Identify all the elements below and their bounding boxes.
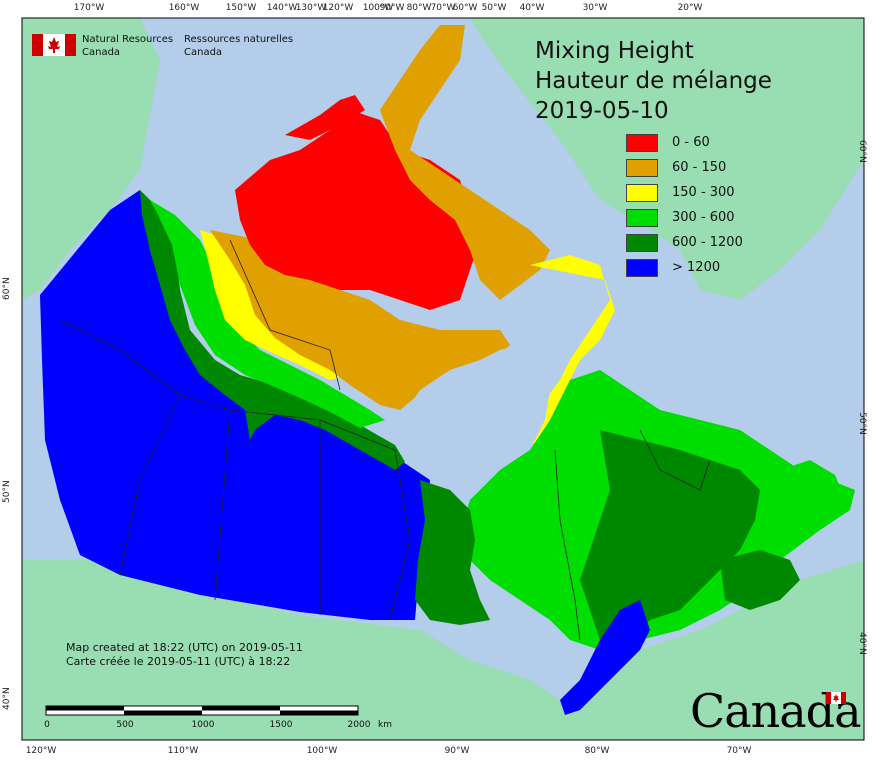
tick-top-150w: 150°W	[225, 3, 257, 13]
tick-bottom-100w: 100°W	[306, 746, 338, 756]
title-date: 2019-05-10	[535, 98, 669, 124]
tick-bottom-80w: 80°W	[584, 746, 610, 756]
tick-top-90w: 90°W	[379, 3, 405, 13]
tick-left-60n: 60°N	[2, 277, 12, 300]
scale-label-0: 0	[44, 720, 50, 730]
map-border	[21, 17, 865, 741]
tick-top-60w: 60°W	[452, 3, 478, 13]
agency-en-line1: Natural Resources	[82, 34, 174, 45]
region-300-600-west-band	[150, 200, 385, 428]
tick-top-140w: 140°W	[266, 3, 298, 13]
tick-bottom-120w: 120°W	[25, 746, 57, 756]
region-60-150-baffin	[380, 25, 550, 300]
tick-top-70w: 70°W	[430, 3, 456, 13]
region-gt1200-southern-ontario	[560, 600, 650, 715]
map-credit: Map created at 18:22 (UTC) on 2019-05-11…	[66, 641, 303, 669]
tick-right-40n: 40°N	[857, 632, 867, 655]
legend-label: 60 - 150	[672, 160, 727, 175]
tick-top-30w: 30°W	[582, 3, 608, 13]
scale-label-500: 500	[116, 720, 134, 730]
canada-flag-icon	[32, 34, 76, 56]
legend-swatch	[626, 259, 658, 277]
tick-left-50n: 50°N	[2, 480, 12, 503]
tick-top-50w: 50°W	[481, 3, 507, 13]
scale-bar-graphic	[45, 705, 359, 716]
tick-right-50n: 50°N	[857, 412, 867, 435]
legend-swatch	[626, 159, 658, 177]
great-lakes	[475, 630, 555, 670]
scale-bar: 0 500 1000 1500 2000 km	[44, 705, 392, 735]
legend-label: 300 - 600	[672, 210, 735, 225]
map-title: Mixing Height Hauteur de mélange 2019-05…	[535, 36, 772, 126]
legend-label: 0 - 60	[672, 135, 710, 150]
credit-fr: Carte créée le 2019-05-11 (UTC) à 18:22	[66, 655, 291, 668]
legend-label: > 1200	[672, 260, 721, 275]
tick-top-130w: 130°W	[295, 3, 327, 13]
tick-top-40w: 40°W	[519, 3, 545, 13]
agency-name-fr: Ressources naturelles Canada	[184, 33, 293, 59]
region-600-1200-maritimes	[720, 550, 800, 610]
legend-swatch	[626, 134, 658, 152]
region-0-60-ellesmere	[285, 95, 365, 140]
provincial-boundaries	[59, 239, 711, 641]
tick-right-60n: 60°N	[857, 140, 867, 163]
tick-bottom-70w: 70°W	[726, 746, 752, 756]
tick-bottom-110w: 110°W	[167, 746, 199, 756]
tick-top-170w: 170°W	[73, 3, 105, 13]
legend-label: 150 - 300	[672, 185, 735, 200]
tick-left-40n: 40°N	[2, 687, 12, 710]
usa-land	[22, 560, 864, 740]
title-fr: Hauteur de mélange	[535, 68, 772, 94]
agency-name-en: Natural Resources Canada	[82, 33, 173, 59]
legend-swatch	[626, 184, 658, 202]
region-600-1200-bc-band	[140, 190, 405, 470]
hudson-bay	[400, 345, 550, 480]
legend-label: 600 - 1200	[672, 235, 743, 250]
tick-top-100w: 100°W	[362, 3, 394, 13]
legend-swatch	[626, 234, 658, 252]
scale-label-1000: 1000	[191, 720, 215, 730]
region-300-600-newfoundland	[780, 460, 845, 525]
region-gt1200-west	[40, 190, 430, 620]
tick-bottom-90w: 90°W	[444, 746, 470, 756]
region-600-1200-ontario	[415, 480, 490, 625]
agency-en-line2: Canada	[82, 47, 121, 58]
title-en: Mixing Height	[535, 38, 694, 64]
agency-fr-line2: Canada	[184, 47, 223, 58]
tick-top-20w: 20°W	[677, 3, 703, 13]
alaska-land	[22, 18, 160, 300]
tick-top-120w: 120°W	[322, 3, 354, 13]
region-600-1200-quebec	[580, 430, 760, 640]
credit-en: Map created at 18:22 (UTC) on 2019-05-11	[66, 641, 303, 654]
legend-swatch	[626, 209, 658, 227]
agency-fr-line1: Ressources naturelles	[184, 34, 294, 45]
scale-label-2000: 2000	[347, 720, 371, 730]
wordmark-flag-icon	[826, 692, 846, 704]
scale-unit: km	[378, 720, 392, 730]
tick-top-80w: 80°W	[406, 3, 432, 13]
tick-top-160w: 160°W	[168, 3, 200, 13]
greenland-land	[470, 18, 864, 300]
scale-label-1500: 1500	[269, 720, 293, 730]
